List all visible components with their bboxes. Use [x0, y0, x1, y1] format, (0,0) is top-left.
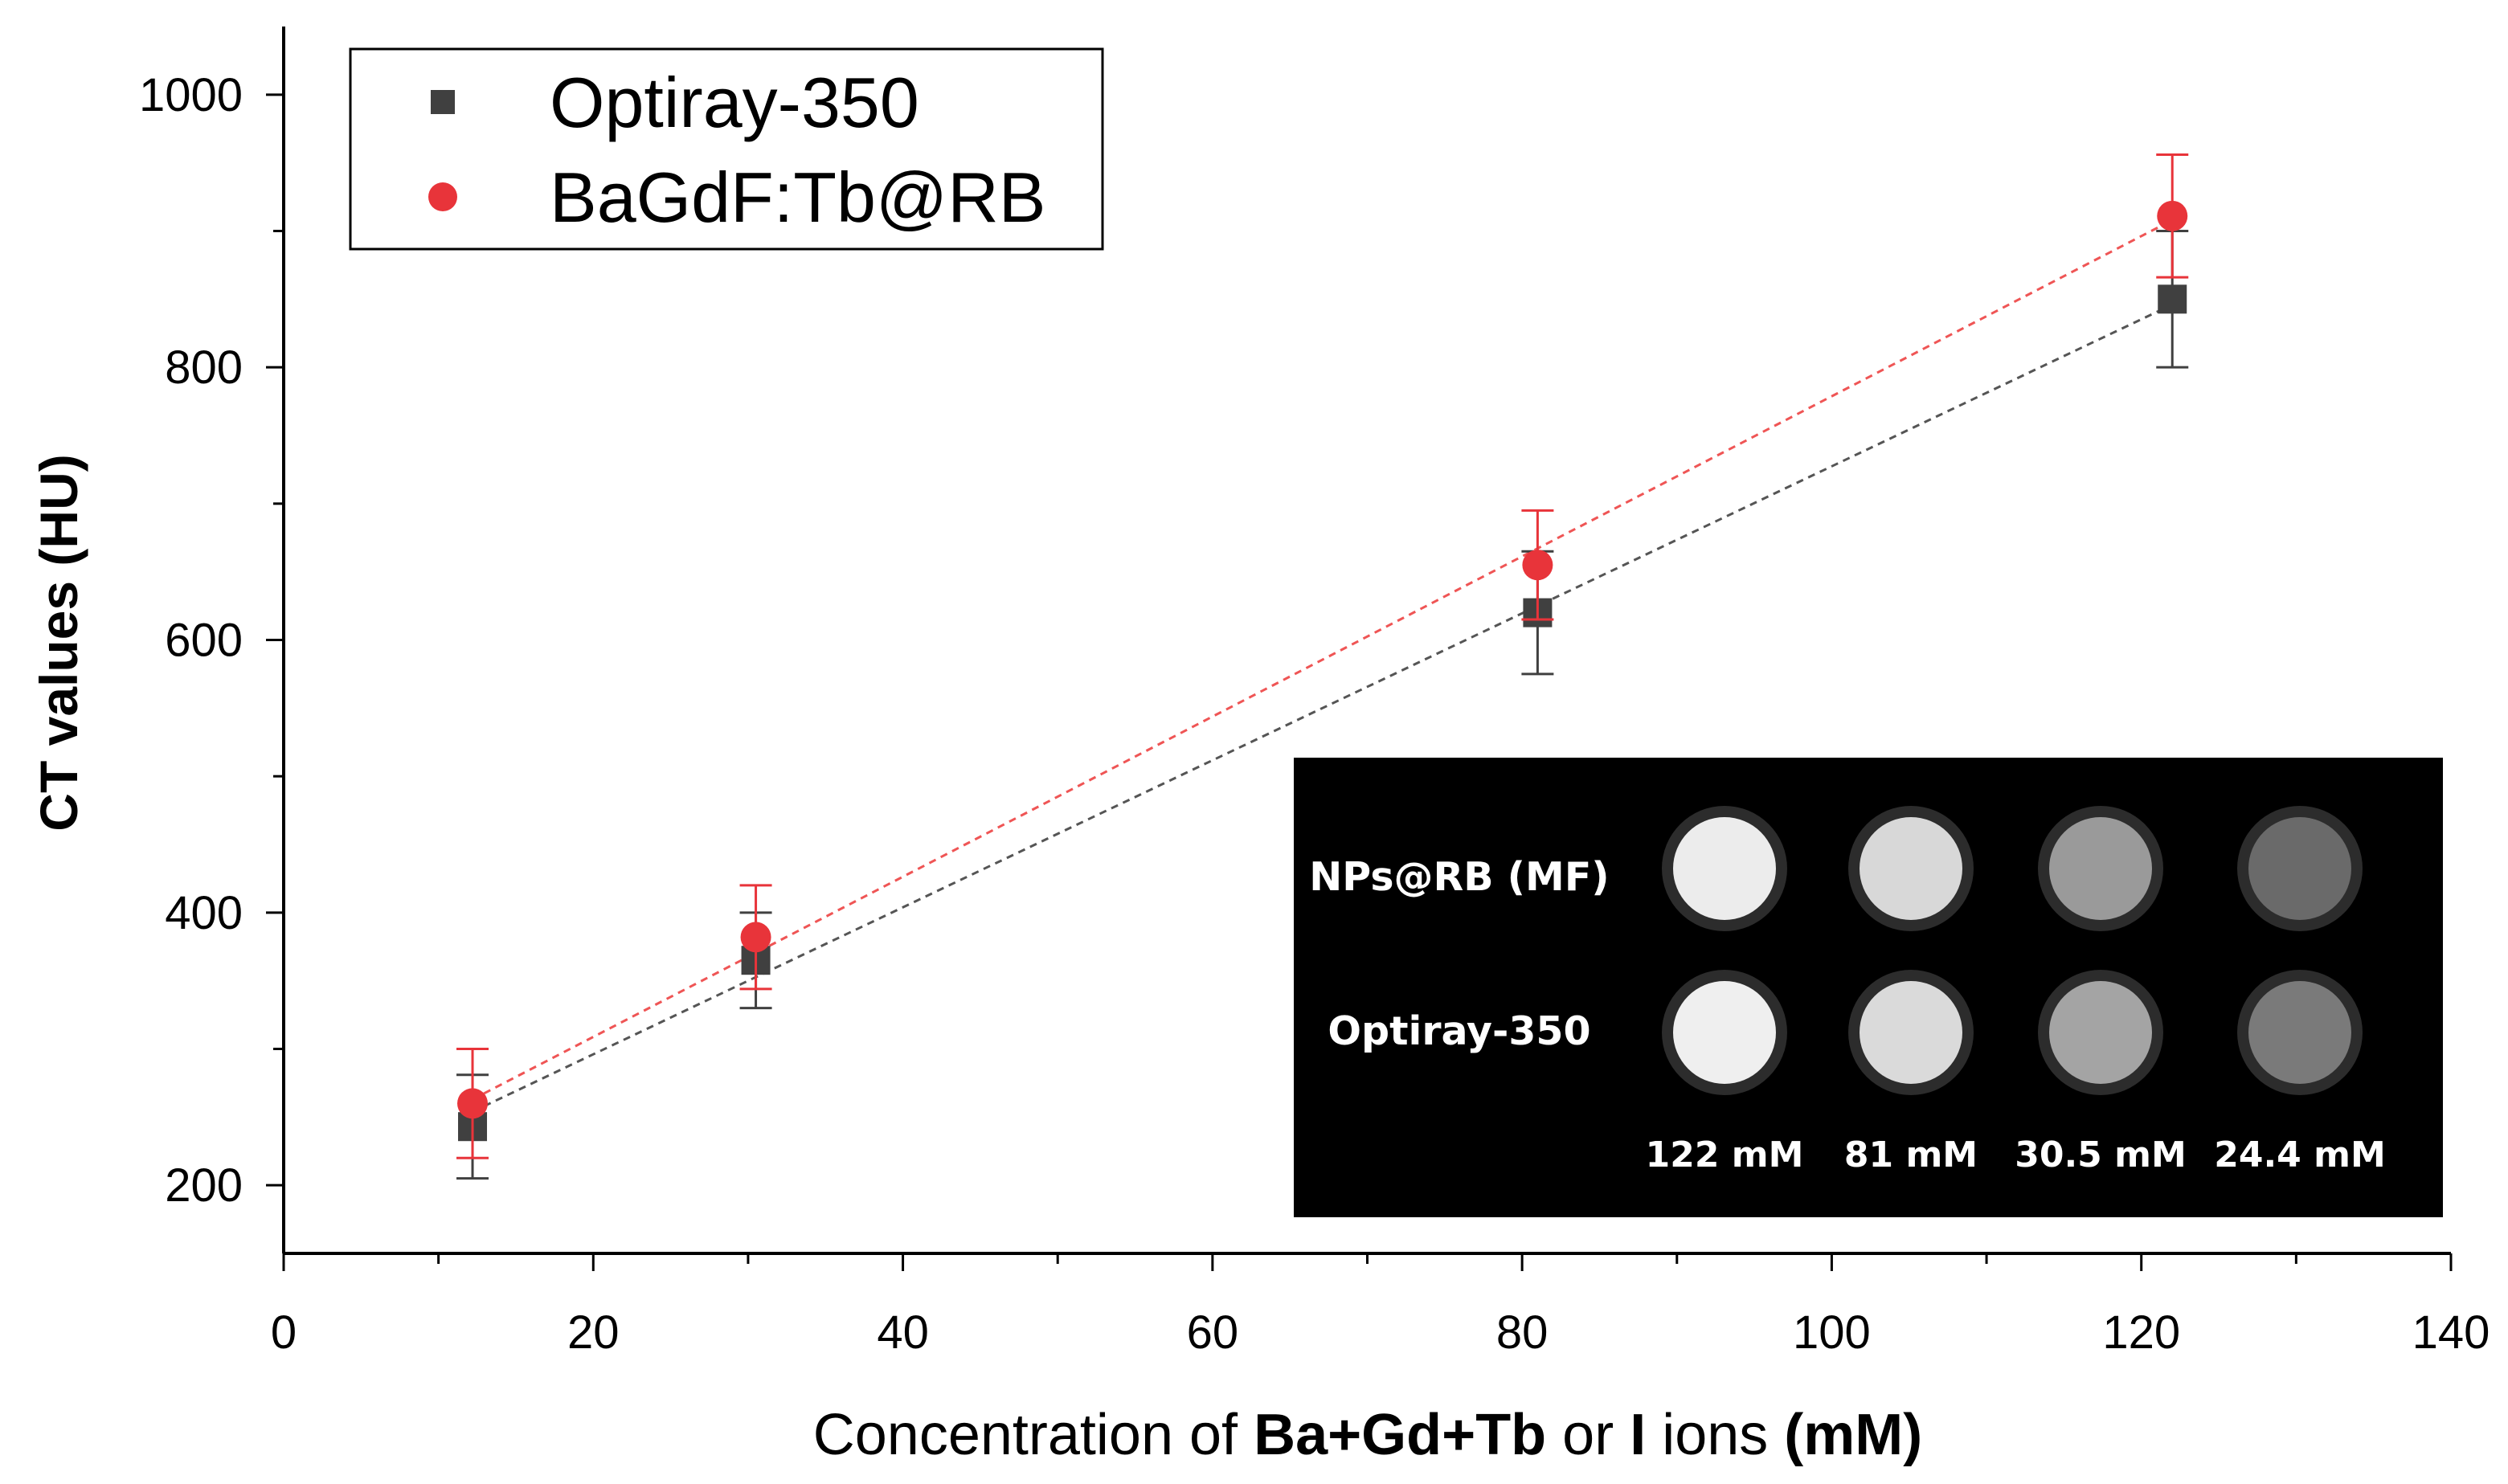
x-axis-title-part: ions [1646, 1403, 1784, 1467]
x-tick-label: 120 [2102, 1306, 2180, 1359]
data-point-circle [1522, 550, 1553, 581]
legend-label: BaGdF:Tb@RB [550, 157, 1046, 237]
y-tick-label: 200 [165, 1159, 243, 1212]
inset-wells [1662, 806, 2363, 1095]
inset-column-label: 30.5 mM [2015, 1134, 2187, 1175]
data-point-circle [457, 1088, 489, 1119]
inset-column-label: 81 mM [1844, 1134, 1978, 1175]
x-tick-label: 80 [1496, 1306, 1549, 1359]
phantom-well [1673, 981, 1776, 1084]
inset-row-label: Optiray-350 [1328, 1008, 1590, 1054]
legend-square-marker [431, 90, 455, 114]
y-tick-label: 600 [165, 615, 243, 667]
x-tick-label: 100 [1793, 1306, 1871, 1359]
y-tick-label: 400 [165, 887, 243, 939]
phantom-well [1673, 817, 1776, 920]
legend-label: Optiray-350 [550, 63, 919, 142]
x-tick-label: 0 [271, 1306, 297, 1359]
ct-phantom-inset: NPs@RB (MF) Optiray-350 122 mM 81 mM 30.… [1294, 758, 2443, 1217]
x-tick-label: 140 [2412, 1306, 2490, 1359]
x-tick-label: 40 [877, 1306, 929, 1359]
phantom-well [2049, 817, 2152, 920]
x-axis-title-part: or [1546, 1403, 1630, 1467]
y-tick-label: 1000 [139, 69, 243, 121]
y-axis-title: CT values (HU) [29, 454, 88, 831]
phantom-well [2248, 981, 2351, 1084]
linear-fit-line [472, 219, 2173, 1101]
x-axis-title-part: (mM) [1784, 1403, 1922, 1467]
data-point-square [2158, 284, 2187, 314]
phantom-well [2049, 981, 2152, 1084]
data-point-circle [2157, 200, 2188, 231]
phantom-well [2248, 817, 2351, 920]
x-tick-label: 20 [567, 1306, 620, 1359]
data-point-circle [740, 922, 771, 953]
x-axis-title-part: Ba+Gd+Tb [1254, 1403, 1546, 1467]
data-points [456, 153, 2189, 1180]
phantom-well [1860, 817, 1962, 920]
x-tick-label: 60 [1187, 1306, 1239, 1359]
axes: 0 20 40 60 80 100 120 140 200 400 600 800 1000 [139, 27, 2490, 1359]
x-axis-title-part: I [1630, 1403, 1646, 1467]
y-tick-label: 800 [165, 341, 243, 394]
legend: Optiray-350 BaGdF:Tb@RB [349, 47, 1104, 251]
phantom-well [1860, 981, 1962, 1084]
inset-row-label: NPs@RB (MF) [1309, 854, 1609, 900]
inset-column-label: 24.4 mM [2214, 1134, 2386, 1175]
legend-box [349, 47, 1104, 251]
legend-circle-marker [428, 182, 457, 211]
x-axis-title-part: Concentration of [813, 1403, 1254, 1467]
inset-column-label: 122 mM [1646, 1134, 1804, 1175]
x-axis-title: Concentration of Ba+Gd+Tb or I ions (mM) [813, 1403, 1923, 1467]
